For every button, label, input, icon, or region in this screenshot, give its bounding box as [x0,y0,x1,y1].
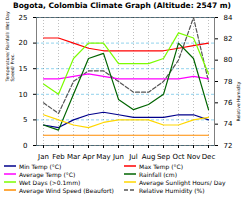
svg-text:82: 82 [224,35,233,43]
svg-text:Apr: Apr [82,153,94,161]
html-text:Bogota, Colombia Climate Graph: Bogota, Colombia Climate Graph (Altitude… [13,1,231,10]
svg-text:20: 20 [19,39,28,47]
html-text:Average Wind Speed (Beaufort): Average Wind Speed (Beaufort) [19,186,114,194]
svg-text:76: 76 [224,99,233,107]
svg-text:Jul: Jul [128,153,138,161]
html-text:Average Temp (°C): Average Temp (°C) [19,170,76,178]
svg-text:Relative Humidity: Relative Humidity [236,81,241,121]
html-text:Wet Days (>0.1mm): Wet Days (>0.1mm) [19,178,81,186]
svg-text:78: 78 [224,78,233,86]
svg-text:72: 72 [224,142,233,150]
html-text:Min Temp (°C): Min Temp (°C) [19,162,62,170]
svg-text:Jan: Jan [37,153,49,161]
svg-text:84: 84 [224,14,233,22]
svg-text:Nov: Nov [187,153,201,161]
svg-text:Mar: Mar [67,153,80,161]
svg-text:15: 15 [19,65,28,73]
svg-text:Feb: Feb [52,153,65,161]
svg-text:74: 74 [224,120,233,128]
svg-text:Oct: Oct [172,153,184,161]
svg-text:25: 25 [19,14,28,22]
svg-text:80: 80 [224,56,233,64]
html-text:Average Sunlight Hours/ Day: Average Sunlight Hours/ Day [139,178,226,186]
html-text:Max Temp (°C): Max Temp (°C) [139,162,184,170]
html-text:Rainfall (cm): Rainfall (cm) [139,170,177,178]
svg-text:10: 10 [19,91,28,99]
svg-text:Sep: Sep [157,153,171,161]
svg-text:Dec: Dec [202,153,216,161]
svg-text:Temperature/ Rainfall/ Wet Day: Temperature/ Rainfall/ Wet Days/ Sunligh… [5,11,15,83]
svg-text:Aug: Aug [142,153,156,161]
svg-text:Jun: Jun [112,153,124,161]
html-text:Relative Humidity (%): Relative Humidity (%) [139,186,205,194]
svg-text:5: 5 [23,116,27,124]
svg-text:0: 0 [23,142,27,150]
svg-text:May: May [96,153,110,161]
